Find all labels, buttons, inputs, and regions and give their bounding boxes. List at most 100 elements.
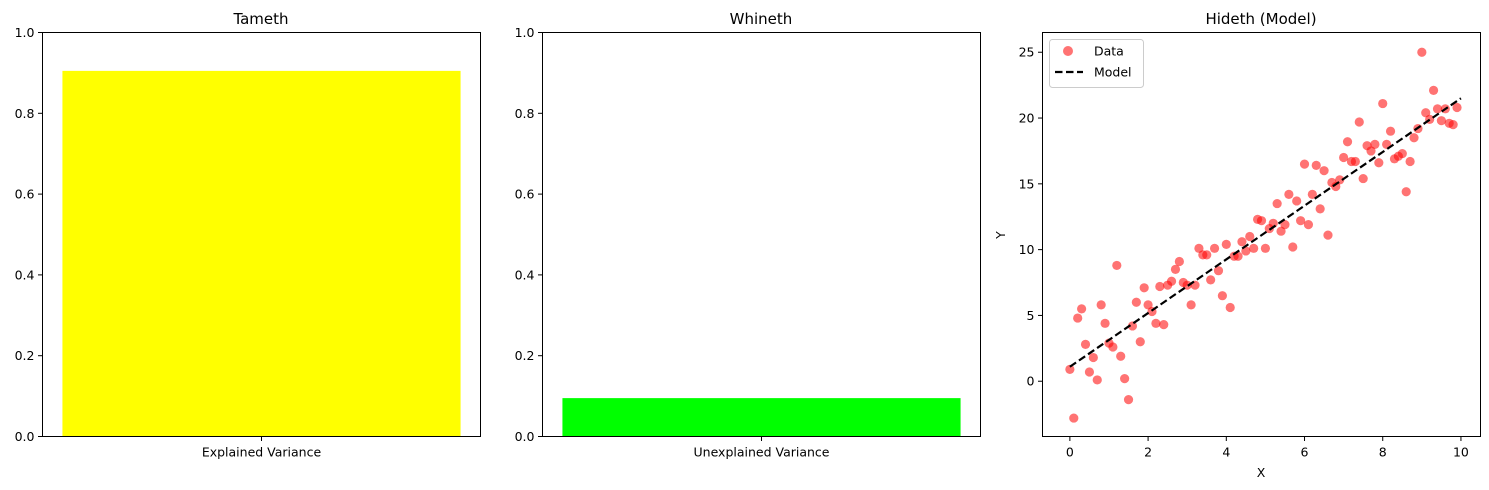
y-tick-label: 15	[1019, 176, 1035, 191]
data-point	[1100, 318, 1110, 328]
data-point	[1077, 304, 1087, 314]
y-tick-label: 0.0	[15, 429, 35, 444]
data-point	[1135, 337, 1145, 347]
x-axis: Explained Variance	[202, 436, 322, 460]
data-point	[1448, 120, 1458, 130]
y-axis-label: Y	[993, 231, 1008, 240]
data-point	[1069, 413, 1079, 423]
data-point	[1303, 220, 1314, 230]
y-tick-label: 0.2	[515, 348, 535, 363]
y-tick-label: 25	[1019, 45, 1035, 60]
chart-title: Whineth	[730, 10, 793, 28]
data-point	[1428, 85, 1439, 96]
data-point	[1284, 189, 1294, 199]
data-point	[1374, 158, 1384, 168]
data-point	[1221, 239, 1231, 249]
data-point	[1358, 173, 1368, 184]
data-point	[1378, 98, 1388, 109]
chart-title: Hideth (Model)	[1205, 10, 1316, 28]
data-point	[1155, 281, 1165, 292]
data-point	[1307, 189, 1317, 199]
y-tick-label: 1.0	[15, 25, 35, 40]
y-axis: 0 5 10 15 20 25	[1019, 45, 1043, 389]
data-point	[1084, 367, 1095, 377]
data-point	[1186, 300, 1196, 310]
y-axis: 0.0 0.2 0.4 0.6 0.8 1.0	[15, 25, 43, 444]
data-point	[1159, 320, 1169, 330]
x-axis: Unexplained Variance	[694, 436, 830, 460]
panel-tameth: Tameth 0.0 0.2 0.4 0.6 0.8 1.0 Explained Vari…	[15, 10, 481, 460]
bar	[62, 70, 461, 437]
y-tick-label: 0.2	[15, 348, 35, 363]
chart-title: Tameth	[232, 10, 288, 28]
x-tick-label: 4	[1222, 445, 1230, 460]
data-point	[1170, 264, 1181, 274]
data-point	[1080, 339, 1091, 349]
legend-box	[1049, 39, 1144, 88]
data-point	[1350, 156, 1360, 167]
data-point	[1409, 133, 1419, 143]
x-tick-label: Explained Variance	[202, 445, 322, 460]
y-tick-label: 0.4	[15, 267, 35, 282]
legend-label-data: Data	[1094, 44, 1124, 59]
scatter-points	[1065, 47, 1462, 423]
data-point	[1299, 159, 1310, 169]
data-point	[1209, 243, 1220, 253]
plot-frame	[42, 32, 481, 437]
x-axis: 0 2 4 6 8 10	[1066, 436, 1469, 460]
y-tick-label: 5	[1027, 308, 1035, 323]
data-point	[1417, 47, 1427, 57]
legend-label-model: Model	[1094, 65, 1132, 80]
data-point	[1280, 220, 1290, 230]
data-point	[1123, 395, 1134, 405]
data-point	[1354, 117, 1364, 127]
x-tick-label: Unexplained Variance	[694, 445, 830, 460]
data-point	[1288, 242, 1298, 252]
data-point	[1073, 313, 1083, 323]
plot-frame	[1042, 32, 1481, 437]
data-point	[1237, 237, 1247, 247]
data-point	[1112, 260, 1122, 271]
data-point	[1245, 231, 1255, 242]
plot-frame	[542, 32, 981, 437]
data-point	[1217, 291, 1227, 301]
data-point	[1432, 104, 1443, 114]
data-point	[1397, 148, 1407, 159]
bar-group	[562, 398, 961, 437]
data-point	[1206, 275, 1216, 285]
data-point	[1174, 256, 1184, 267]
y-tick-label: 0.4	[515, 267, 535, 282]
data-point	[1139, 283, 1149, 293]
data-point	[1260, 243, 1271, 253]
data-point	[1292, 196, 1302, 206]
data-point	[1405, 156, 1415, 167]
y-tick-label: 0.8	[15, 106, 35, 121]
panel-whineth: Whineth 0.0 0.2 0.4 0.6 0.8 1.0 Unexplained V…	[515, 10, 981, 460]
data-point	[1065, 364, 1075, 374]
data-point	[1315, 204, 1325, 214]
data-point	[1342, 137, 1353, 147]
data-point	[1120, 373, 1130, 384]
y-tick-label: 0.6	[515, 187, 535, 202]
data-point	[1272, 198, 1282, 209]
data-point	[1452, 102, 1462, 113]
data-point	[1092, 375, 1102, 385]
data-point	[1401, 187, 1411, 197]
data-point	[1225, 302, 1235, 313]
legend-marker-data	[1063, 46, 1073, 56]
data-point	[1436, 116, 1446, 126]
x-tick-label: 2	[1144, 445, 1152, 460]
y-axis: 0.0 0.2 0.4 0.6 0.8 1.0	[515, 25, 543, 444]
x-axis-label: X	[1257, 465, 1266, 480]
model-line	[1069, 97, 1462, 368]
data-point	[1311, 160, 1321, 171]
data-point	[1385, 126, 1396, 136]
data-point	[1249, 243, 1259, 253]
data-point	[1151, 318, 1161, 328]
data-point	[1256, 216, 1267, 226]
data-point	[1296, 216, 1306, 226]
data-point	[1108, 342, 1118, 352]
data-point	[1323, 230, 1333, 240]
legend: Data Model	[1049, 39, 1144, 88]
